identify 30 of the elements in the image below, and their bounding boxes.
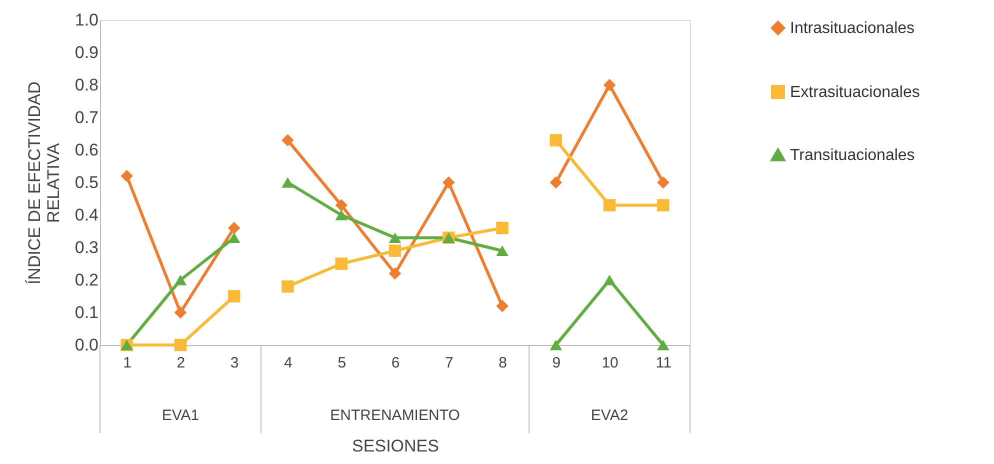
y-tick-label: 0.8 bbox=[74, 76, 98, 94]
x-tick-label: 8 bbox=[498, 354, 507, 372]
x-tick-label: 3 bbox=[230, 354, 239, 372]
x-tick-label: 9 bbox=[552, 354, 561, 372]
y-tick-label: 0.3 bbox=[74, 238, 98, 257]
y-tick-label: 0.6 bbox=[74, 140, 98, 160]
legend-label: Intrasituacionales bbox=[790, 20, 915, 37]
y-tick-label: 0.9 bbox=[74, 43, 98, 62]
text: EVA2 bbox=[590, 407, 628, 424]
y-tick-label: 0.5 bbox=[74, 173, 98, 192]
x-tick-label: 1 bbox=[123, 354, 132, 372]
text: ENTRENAMIENTO bbox=[330, 407, 460, 424]
text: EVA1 bbox=[162, 407, 200, 424]
y-tick-label: 0.4 bbox=[74, 206, 98, 224]
legend-label: Transituacionales bbox=[790, 147, 915, 164]
x-axis-title: SESIONES bbox=[352, 436, 439, 456]
x-tick-label: 11 bbox=[656, 354, 672, 372]
y-tick-label: 1.0 bbox=[74, 10, 98, 30]
x-tick-label: 4 bbox=[284, 354, 292, 372]
x-tick-label: 2 bbox=[176, 354, 186, 372]
y-tick-label: 0.1 bbox=[74, 303, 98, 322]
x-tick-label: 10 bbox=[602, 354, 618, 372]
x-tick-label: 7 bbox=[444, 354, 454, 372]
y-tick-label: 0.0 bbox=[74, 336, 98, 354]
y-tick-label: 0.7 bbox=[74, 108, 98, 127]
y-tick-label: 0.2 bbox=[74, 270, 98, 290]
legend-label: Extrasituacionales bbox=[790, 84, 920, 101]
x-tick-label: 6 bbox=[391, 354, 400, 372]
y-axis-title: ÍNDICE DE EFECTIVIDAD RELATIVA bbox=[24, 81, 63, 285]
x-tick-label: 5 bbox=[338, 354, 346, 372]
